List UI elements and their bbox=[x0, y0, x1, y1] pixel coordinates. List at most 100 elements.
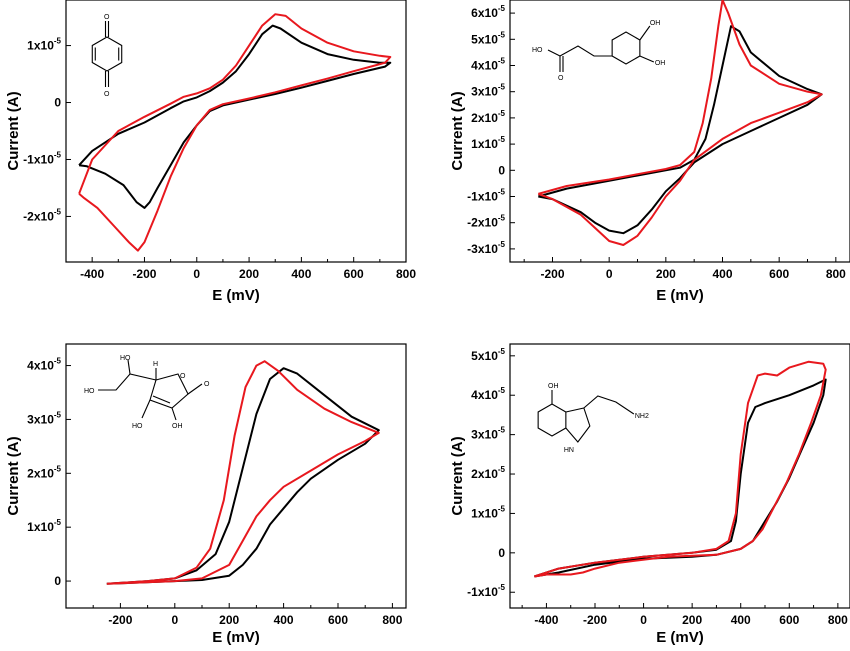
y-axis-label: Current (A) bbox=[449, 91, 466, 170]
y-tick-label: 4x10-5 bbox=[471, 57, 505, 73]
series-line-2 bbox=[537, 0, 823, 246]
y-tick-label: 2x10-5 bbox=[27, 464, 61, 480]
x-tick-label: 200 bbox=[656, 267, 676, 281]
oxygen-label: O bbox=[104, 91, 110, 98]
y-tick-label: 1x10-5 bbox=[27, 518, 61, 534]
x-tick-label: -200 bbox=[132, 267, 156, 281]
y-tick-label: 2x10-5 bbox=[471, 109, 505, 125]
y-tick-label: 5x10-5 bbox=[471, 347, 505, 363]
x-tick-label: -200 bbox=[108, 613, 132, 627]
oxygen-label: O bbox=[180, 373, 186, 380]
x-tick-label: -200 bbox=[540, 267, 564, 281]
series-line-1 bbox=[106, 367, 380, 585]
y-tick-label: 0 bbox=[54, 96, 61, 110]
x-tick-label: 0 bbox=[606, 267, 613, 281]
y-tick-label: 3x10-5 bbox=[471, 83, 505, 99]
p-benzoquinone-structure: OO bbox=[86, 6, 128, 104]
oh-bond bbox=[639, 55, 655, 63]
y-tick-label: 4x10-5 bbox=[471, 386, 505, 402]
y-tick-label: 3x10-5 bbox=[27, 410, 61, 426]
series-line-1 bbox=[78, 24, 392, 209]
y-tick-label: -1x10-5 bbox=[23, 150, 61, 166]
chart-panel-1: -400 -200 0 200 400 600 800 1x10-5 0 -1x10-5 -2x10… bbox=[5, 0, 416, 304]
plot-frame bbox=[509, 0, 850, 263]
molecule-backdrop bbox=[526, 10, 676, 88]
oh-bond bbox=[141, 399, 151, 419]
pyrrole-ring bbox=[565, 407, 591, 443]
y-tick-label: -3x10-5 bbox=[467, 240, 505, 256]
oh-label: OH bbox=[548, 383, 559, 390]
chart-panel-4: -400 -200 0 200 400 600 800 5x10-5 4x10-5 3x10-5 2… bbox=[449, 343, 850, 646]
double-bond bbox=[152, 395, 171, 404]
oh-label: HO bbox=[532, 47, 543, 54]
side-chain bbox=[547, 45, 613, 57]
x-tick-label: 0 bbox=[171, 613, 178, 627]
y-tick-label: -1x10-5 bbox=[467, 583, 505, 599]
oh-label: HO bbox=[132, 423, 143, 430]
x-tick-label: 400 bbox=[731, 613, 751, 627]
y-tick-label: 2x10-5 bbox=[471, 465, 505, 481]
x-tick-label: 200 bbox=[682, 613, 702, 627]
y-tick-label: 0 bbox=[54, 574, 61, 588]
serotonin-structure: OH HN NH2 bbox=[530, 360, 650, 470]
x-tick-label: 0 bbox=[640, 613, 647, 627]
ascorbic-acid-structure: HO H HO O O HO OH bbox=[80, 348, 215, 432]
plot-frame bbox=[65, 343, 407, 609]
x-tick-label: 800 bbox=[826, 267, 846, 281]
nh-label: HN bbox=[564, 447, 574, 454]
y-tick-label: 6x10-5 bbox=[471, 4, 505, 20]
carbonyl-bond bbox=[187, 383, 203, 395]
x-tick-label: -400 bbox=[80, 267, 104, 281]
y-tick-label: -2x10-5 bbox=[467, 214, 505, 230]
x-tick-label: 200 bbox=[239, 267, 259, 281]
x-tick-label: 400 bbox=[291, 267, 311, 281]
x-tick-label: 0 bbox=[193, 267, 200, 281]
oh-bond bbox=[639, 25, 651, 41]
series-line-2 bbox=[106, 360, 380, 585]
y-tick-label: 4x10-5 bbox=[27, 357, 61, 373]
ring bbox=[91, 36, 123, 72]
x-tick-label: -400 bbox=[534, 613, 558, 627]
ethylamine-chain bbox=[583, 395, 635, 415]
oxygen-label: O bbox=[558, 75, 564, 82]
y-tick-label: 0 bbox=[498, 546, 505, 560]
x-tick-label: 600 bbox=[769, 267, 789, 281]
y-tick-label: 5x10-5 bbox=[471, 30, 505, 46]
chart-panel-3: -200 0 200 400 600 800 4x10-5 3x10-5 2x10-5 1x10-… bbox=[5, 343, 407, 646]
lactone-ring bbox=[149, 373, 189, 409]
nh2-label: NH2 bbox=[635, 413, 649, 420]
oh-label: OH bbox=[655, 60, 666, 67]
y-tick-label: -1x10-5 bbox=[467, 188, 505, 204]
chart-panel-2: -200 0 200 400 600 800 6x10-5 5x10-5 4x10-5 3x10-… bbox=[449, 0, 850, 304]
oh-label: HO bbox=[84, 388, 95, 395]
x-axis-label: E (mV) bbox=[656, 629, 704, 646]
x-tick-label: 600 bbox=[328, 613, 348, 627]
molecule-backdrop bbox=[530, 360, 650, 470]
molecule-backdrop bbox=[86, 6, 128, 104]
x-tick-label: 800 bbox=[828, 613, 848, 627]
x-tick-label: 400 bbox=[274, 613, 294, 627]
y-tick-label: 1x10-5 bbox=[471, 135, 505, 151]
oh-label: OH bbox=[650, 20, 661, 27]
series-line-2 bbox=[78, 13, 392, 252]
y-tick-label: 1x10-5 bbox=[471, 504, 505, 520]
oh-label: HO bbox=[120, 355, 131, 362]
x-axis-label: E (mV) bbox=[212, 629, 260, 646]
x-tick-label: 600 bbox=[344, 267, 364, 281]
x-tick-label: 400 bbox=[712, 267, 732, 281]
x-axis-label: E (mV) bbox=[656, 287, 704, 304]
y-tick-label: -2x10-5 bbox=[23, 207, 61, 223]
x-tick-label: -200 bbox=[583, 613, 607, 627]
series-line-2 bbox=[533, 360, 827, 578]
oh-label: OH bbox=[172, 423, 183, 430]
y-axis-label: Current (A) bbox=[449, 436, 466, 515]
plot-frame bbox=[65, 0, 407, 263]
oh-bond bbox=[171, 407, 177, 421]
x-tick-label: 600 bbox=[779, 613, 799, 627]
h-label: H bbox=[153, 361, 158, 368]
oxygen-label: O bbox=[104, 14, 110, 21]
side-chain bbox=[98, 373, 157, 391]
y-axis-label: Current (A) bbox=[5, 436, 22, 515]
x-tick-label: 800 bbox=[382, 613, 402, 627]
